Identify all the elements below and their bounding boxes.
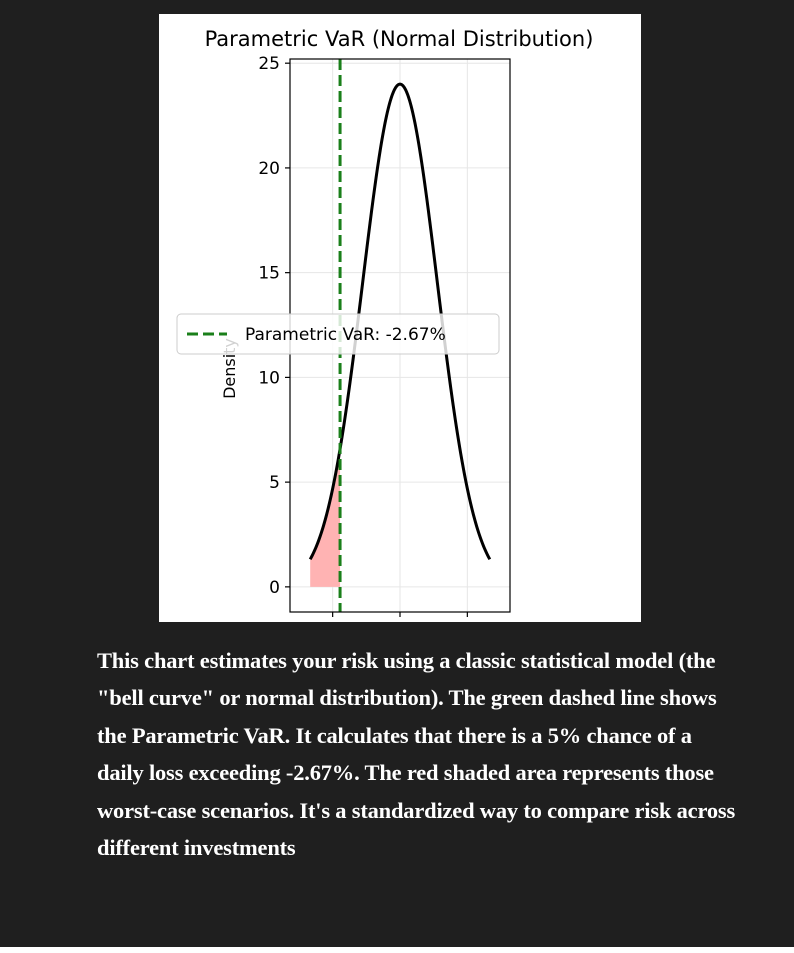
y-tick-label: 15 [258,264,280,284]
y-tick-label: 5 [269,473,280,493]
chart-figure: 0 5 10 15 20 25 Density Parametric VaR (Normal … [159,14,641,622]
y-tick-label: 20 [258,159,280,179]
chart-caption: This chart estimates your risk using a c… [97,648,735,861]
chart-title: Parametric VaR (Normal Distribution) [205,27,594,51]
y-tick-label: 25 [258,54,280,74]
legend-box [176,313,500,355]
y-tick-label: 0 [269,578,280,598]
legend-label: Parametric VaR: -2.67% [245,325,446,345]
shaded-tail-area [310,448,341,587]
y-tick-label: 10 [258,368,280,388]
